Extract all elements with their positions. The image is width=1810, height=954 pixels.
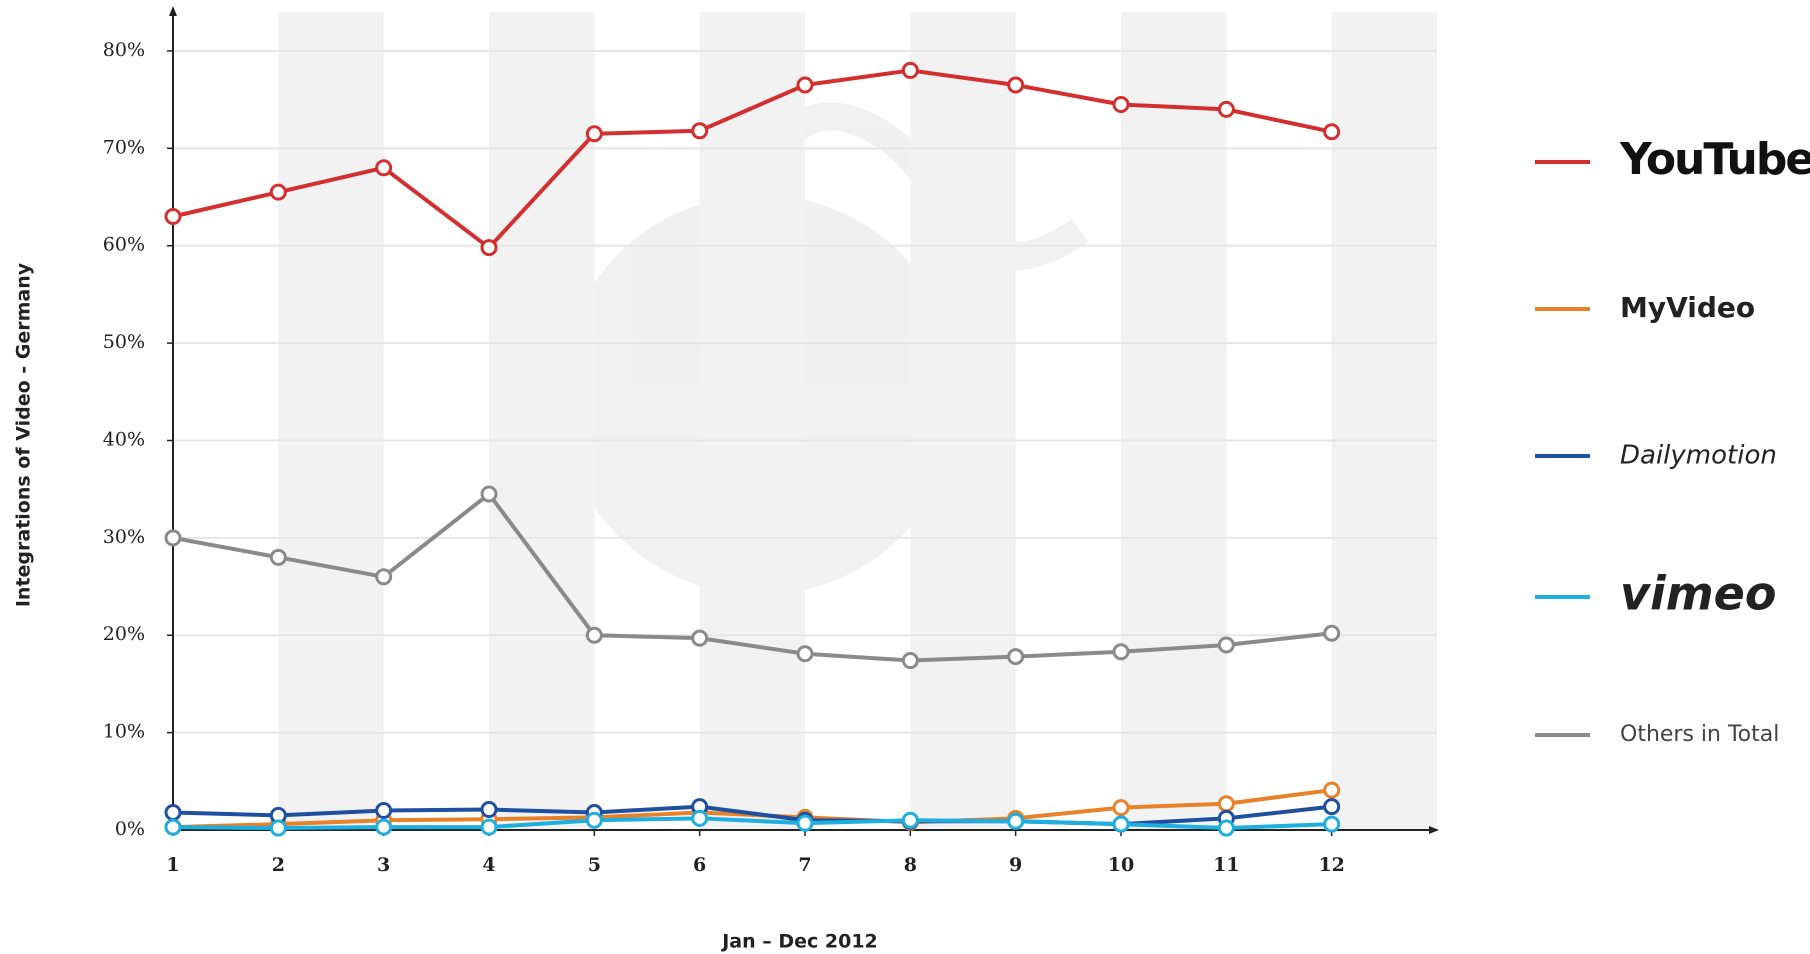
legend-label: Dailymotion bbox=[1620, 441, 1777, 471]
x-tick-label: 3 bbox=[377, 854, 390, 876]
marker bbox=[164, 803, 182, 821]
y-axis-arrow bbox=[169, 6, 177, 16]
band bbox=[1121, 12, 1227, 830]
y-tick-label: 0% bbox=[115, 818, 145, 840]
x-tick-label: 12 bbox=[1318, 854, 1344, 876]
marker bbox=[269, 819, 287, 837]
marker bbox=[1217, 100, 1235, 118]
y-tick-label: 30% bbox=[103, 526, 145, 548]
marker bbox=[1112, 815, 1130, 833]
y-tick-label: 50% bbox=[103, 331, 145, 353]
marker bbox=[269, 183, 287, 201]
marker bbox=[1007, 76, 1025, 94]
marker bbox=[375, 802, 393, 820]
marker bbox=[375, 159, 393, 177]
y-tick-label: 10% bbox=[103, 721, 145, 743]
x-tick-label: 8 bbox=[904, 854, 917, 876]
marker bbox=[691, 809, 709, 827]
marker bbox=[1323, 624, 1341, 642]
x-axis-arrow bbox=[1429, 826, 1439, 834]
marker bbox=[796, 645, 814, 663]
x-tick-label: 9 bbox=[1009, 854, 1022, 876]
legend-label: YouTube bbox=[1619, 134, 1810, 185]
marker bbox=[796, 814, 814, 832]
marker bbox=[901, 652, 919, 670]
band bbox=[278, 12, 384, 830]
marker bbox=[1323, 815, 1341, 833]
marker bbox=[1323, 798, 1341, 816]
band bbox=[1331, 12, 1437, 830]
x-tick-label: 1 bbox=[166, 854, 179, 876]
band bbox=[489, 12, 595, 830]
marker bbox=[1112, 96, 1130, 114]
x-tick-label: 4 bbox=[482, 854, 495, 876]
marker bbox=[1007, 648, 1025, 666]
marker bbox=[480, 485, 498, 503]
y-axis-title: Integrations of Video - Germany bbox=[13, 262, 35, 607]
y-tick-label: 80% bbox=[103, 39, 145, 61]
y-tick-label: 60% bbox=[103, 234, 145, 256]
marker bbox=[480, 818, 498, 836]
x-tick-label: 10 bbox=[1108, 854, 1134, 876]
marker bbox=[585, 811, 603, 829]
y-tick-label: 20% bbox=[103, 623, 145, 645]
marker bbox=[375, 818, 393, 836]
x-tick-label: 2 bbox=[272, 854, 285, 876]
marker bbox=[796, 76, 814, 94]
x-tick-label: 11 bbox=[1213, 854, 1239, 876]
legend-label: MyVideo bbox=[1620, 291, 1755, 324]
marker bbox=[1323, 781, 1341, 799]
x-axis-title: Jan – Dec 2012 bbox=[720, 931, 878, 953]
marker bbox=[269, 548, 287, 566]
marker bbox=[1007, 812, 1025, 830]
marker bbox=[585, 125, 603, 143]
line bbox=[172, 816, 1332, 831]
marker bbox=[1217, 795, 1235, 813]
band bbox=[910, 12, 1016, 830]
marker bbox=[164, 818, 182, 836]
marker bbox=[164, 208, 182, 225]
marker bbox=[480, 801, 498, 819]
y-tick-label: 40% bbox=[103, 428, 145, 450]
marker bbox=[1112, 643, 1130, 661]
legend-label: Others in Total bbox=[1620, 722, 1779, 747]
marker bbox=[1323, 123, 1341, 141]
marker bbox=[1217, 636, 1235, 654]
x-tick-label: 5 bbox=[588, 854, 601, 876]
marker bbox=[1217, 819, 1235, 837]
marker bbox=[691, 122, 709, 140]
band bbox=[699, 12, 805, 830]
y-tick-label: 70% bbox=[103, 136, 145, 158]
marker bbox=[901, 61, 919, 79]
marker bbox=[585, 626, 603, 644]
legend-label: vimeo bbox=[1620, 567, 1777, 621]
marker bbox=[480, 239, 498, 257]
line bbox=[172, 492, 1332, 663]
x-tick-label: 6 bbox=[693, 854, 706, 876]
marker bbox=[901, 811, 919, 829]
x-tick-label: 7 bbox=[798, 854, 811, 876]
marker bbox=[375, 568, 393, 586]
marker bbox=[164, 529, 182, 547]
marker bbox=[691, 629, 709, 647]
line bbox=[172, 68, 1333, 250]
marker bbox=[1112, 799, 1130, 817]
